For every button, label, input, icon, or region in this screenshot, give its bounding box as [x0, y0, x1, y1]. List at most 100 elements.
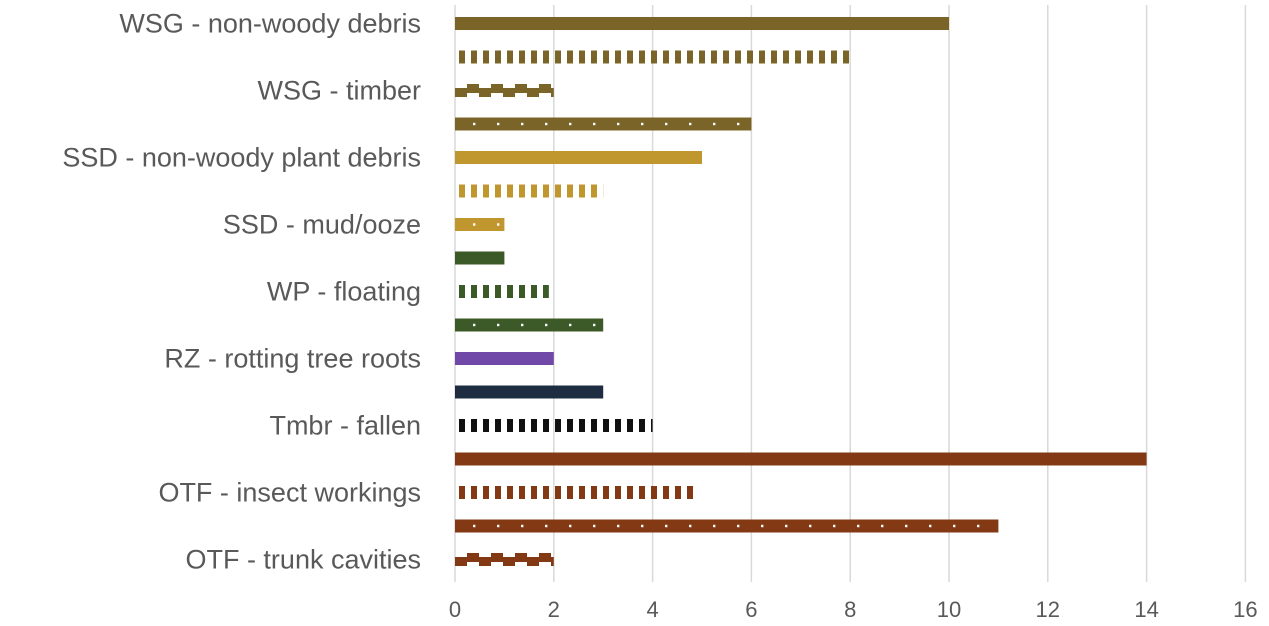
bar	[455, 553, 554, 566]
bar-dot	[617, 524, 620, 528]
bar	[455, 184, 604, 198]
bar-dot	[713, 524, 716, 528]
bar-dot	[473, 223, 476, 226]
bar-segment	[551, 88, 554, 97]
bar-fill	[455, 318, 604, 332]
bar-segment	[455, 557, 467, 566]
bar-dot	[977, 524, 980, 528]
bar-segment	[539, 84, 551, 93]
bar-dot	[737, 524, 740, 528]
bar-dot	[473, 323, 476, 327]
category-label: SSD - non-woody plant debris	[62, 143, 421, 173]
bar	[455, 17, 949, 30]
bar-dot	[641, 524, 644, 528]
bar-dot	[521, 122, 524, 126]
bar-dot	[545, 323, 548, 327]
bar-dot	[545, 122, 548, 126]
bar-dot	[953, 524, 956, 528]
bar-segment	[491, 553, 503, 562]
category-label: OTF - insect workings	[158, 478, 421, 508]
bar-dot	[569, 524, 572, 528]
bar-segment	[515, 553, 527, 562]
x-tick-label: 6	[745, 597, 757, 622]
bar-dot	[857, 524, 860, 528]
bar	[455, 419, 653, 432]
bar-dot	[497, 223, 500, 226]
bar-dot	[665, 122, 668, 126]
category-label: WSG - timber	[257, 76, 421, 106]
bar	[455, 285, 549, 298]
bar	[455, 218, 505, 231]
bar-fill	[455, 117, 752, 131]
bar-segment	[503, 88, 515, 97]
category-labels: WSG - non-woody debris WSG - timber SSD - …	[62, 9, 421, 575]
bar-dot	[689, 524, 692, 528]
category-label: WP - floating	[267, 277, 421, 307]
bar-dot	[929, 524, 932, 528]
bar-dot	[497, 524, 500, 528]
bar-dot	[881, 524, 884, 528]
bar-dot	[569, 323, 572, 327]
x-tick-label: 2	[548, 597, 560, 622]
bar-segment	[479, 557, 491, 566]
bar-segment	[467, 84, 479, 93]
bar-fill	[455, 519, 999, 533]
bar-dot	[545, 524, 548, 528]
bar-dot	[473, 524, 476, 528]
bar-segment	[527, 88, 539, 97]
bar-dot	[617, 122, 620, 126]
bar	[455, 151, 702, 164]
category-label: RZ - rotting tree roots	[164, 344, 421, 374]
x-tick-label: 14	[1134, 597, 1158, 622]
bar	[455, 50, 851, 64]
bar	[455, 486, 698, 499]
bar-dot	[497, 323, 500, 327]
bar-segment	[491, 84, 503, 93]
bar-dot	[473, 122, 476, 126]
bar-dot	[833, 524, 836, 528]
bar-segment	[467, 553, 479, 562]
bar-dot	[785, 524, 788, 528]
bar-segment	[539, 553, 551, 562]
bar-dot	[641, 122, 644, 126]
bars	[455, 17, 1147, 566]
bar	[455, 519, 999, 533]
bar	[455, 84, 554, 97]
bar-dot	[809, 524, 812, 528]
category-label: SSD - mud/ooze	[223, 210, 421, 240]
x-tick-label: 12	[1036, 597, 1060, 622]
bar-segment	[515, 84, 527, 93]
bar	[455, 251, 505, 265]
bar-dot	[905, 524, 908, 528]
bar-dot	[761, 524, 764, 528]
bar	[455, 452, 1147, 466]
bar-dot	[593, 323, 596, 327]
bar-segment	[503, 557, 515, 566]
category-label: WSG - non-woody debris	[119, 9, 421, 39]
bar-dot	[497, 122, 500, 126]
bar	[455, 318, 604, 332]
category-label: OTF - trunk cavities	[185, 545, 421, 575]
bar-segment	[551, 557, 554, 566]
bar-dot	[593, 122, 596, 126]
bar-dot	[689, 122, 692, 126]
bar-fill	[455, 218, 505, 231]
category-label: Tmbr - fallen	[269, 411, 421, 441]
x-tick-label: 10	[937, 597, 961, 622]
bar-segment	[527, 557, 539, 566]
bar-dot	[665, 524, 668, 528]
bar-dot	[569, 122, 572, 126]
x-tick-label: 8	[844, 597, 856, 622]
bar	[455, 352, 554, 365]
bar-segment	[479, 88, 491, 97]
bar-segment	[455, 88, 467, 97]
bar-dot	[737, 122, 740, 126]
x-axis-tick-labels: 0 2 4 6 8 10 12 14 16	[449, 597, 1258, 622]
x-tick-label: 16	[1233, 597, 1257, 622]
bar	[455, 117, 752, 131]
gridlines	[454, 5, 1247, 582]
bar	[455, 385, 604, 399]
x-tick-label: 4	[646, 597, 658, 622]
bar-dot	[521, 323, 524, 327]
